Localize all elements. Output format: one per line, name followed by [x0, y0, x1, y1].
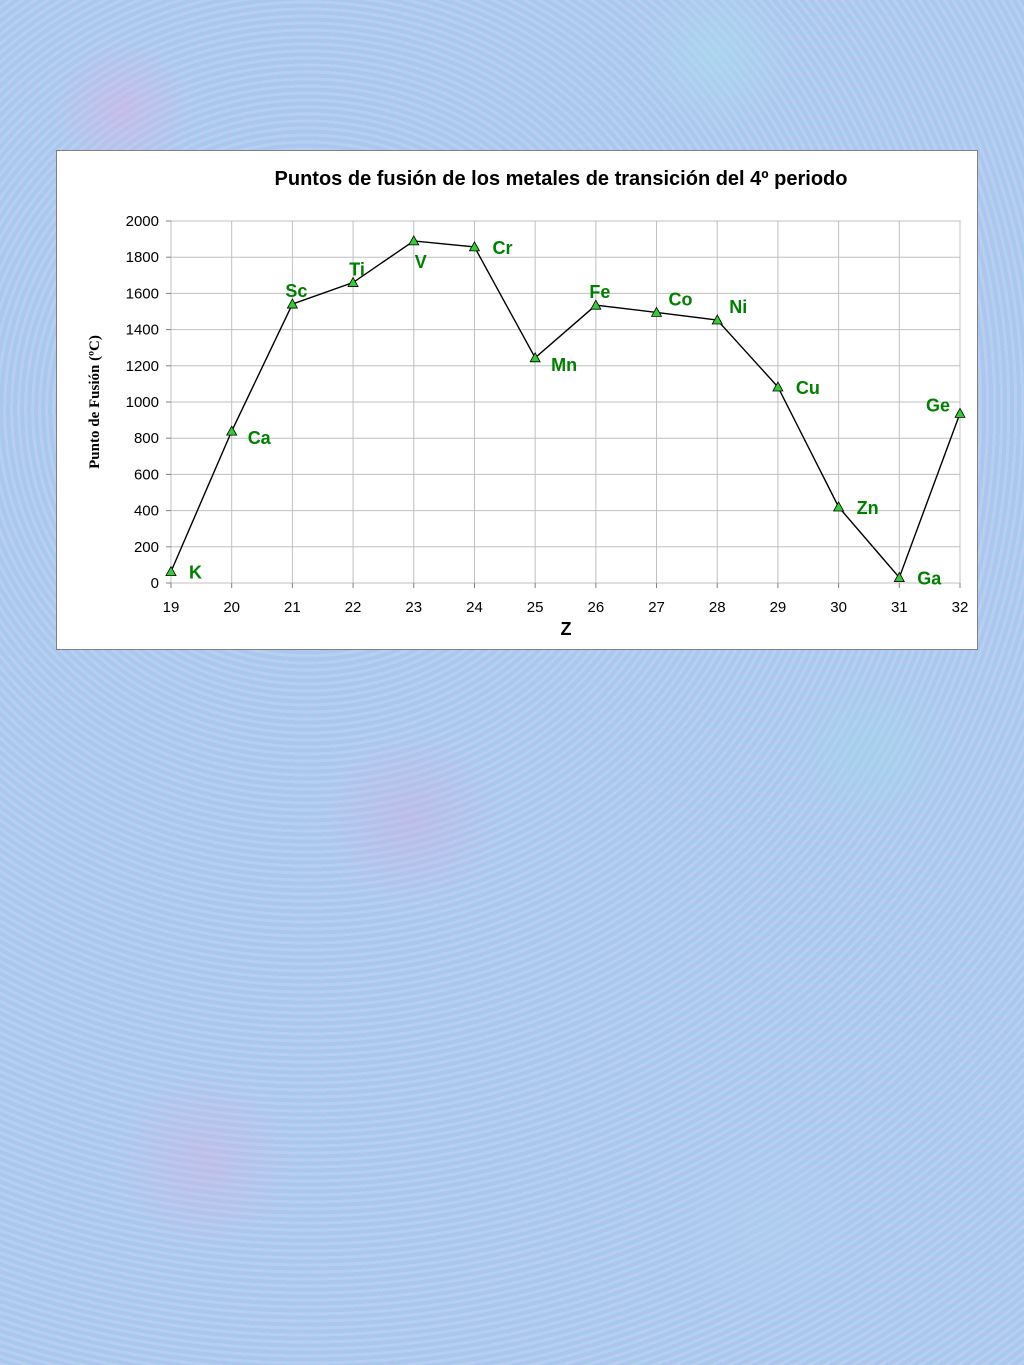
data-point-marker: [165, 565, 177, 576]
element-label-v: V: [415, 252, 427, 272]
melting-point-chart: Puntos de fusión de los metales de trans…: [87, 168, 969, 639]
x-tick-label: 21: [284, 599, 301, 616]
element-labels: K Ca Sc Ti V Cr Mn Fe Co Ni Cu Zn Ga Ge: [189, 238, 950, 589]
x-tick-label: 31: [891, 599, 908, 616]
data-point-marker: [893, 571, 905, 582]
melting-point-line: [170, 240, 961, 579]
x-tick-label: 25: [527, 599, 544, 616]
element-label-fe: Fe: [589, 282, 610, 302]
data-point-marker: [832, 501, 845, 512]
data-point-marker: [468, 241, 481, 252]
y-tick-label: 1000: [126, 394, 159, 411]
data-point-marker: [226, 425, 238, 436]
axis-ticks: 0 200 400 600 800 1000 1200 1400 1600 1800 2000 19 2…: [126, 213, 969, 616]
data-markers: [165, 235, 966, 582]
element-label-sc: Sc: [285, 281, 307, 301]
y-tick-label: 800: [134, 430, 159, 447]
y-tick-label: 1200: [126, 358, 159, 375]
chart-frame: Puntos de fusión de los metales de trans…: [56, 150, 978, 650]
element-label-ca: Ca: [248, 428, 272, 448]
y-tick-label: 2000: [126, 213, 159, 230]
y-axis-title: Punto de Fusión (ºC): [87, 335, 103, 469]
x-tick-label: 19: [163, 599, 180, 616]
y-tick-label: 1400: [126, 322, 159, 339]
data-point-marker: [650, 306, 663, 317]
element-label-cr: Cr: [492, 238, 512, 258]
element-label-ti: Ti: [349, 260, 365, 280]
x-tick-label: 22: [345, 599, 362, 616]
element-label-ga: Ga: [917, 569, 942, 589]
data-point-marker: [408, 235, 420, 246]
y-tick-label: 1600: [126, 285, 159, 302]
data-point-marker: [772, 381, 784, 392]
x-tick-label: 30: [830, 599, 847, 616]
element-label-cu: Cu: [796, 378, 820, 398]
y-tick-label: 200: [134, 539, 159, 556]
element-label-zn: Zn: [857, 498, 879, 518]
y-tick-label: 400: [134, 503, 159, 520]
x-axis-title: Z: [561, 619, 572, 639]
data-point-marker: [590, 299, 602, 310]
x-tick-label: 29: [770, 599, 787, 616]
element-label-co: Co: [669, 289, 693, 309]
element-label-mn: Mn: [551, 355, 577, 375]
y-tick-label: 0: [151, 575, 159, 592]
chart-title: Puntos de fusión de los metales de trans…: [275, 168, 848, 190]
element-label-ni: Ni: [729, 297, 747, 317]
x-tick-label: 28: [709, 599, 726, 616]
data-point-marker: [347, 276, 359, 287]
data-point-marker: [954, 407, 966, 418]
y-tick-label: 1800: [126, 249, 159, 266]
series-line: [170, 240, 961, 579]
x-tick-label: 32: [952, 599, 969, 616]
element-label-ge: Ge: [926, 395, 950, 415]
element-label-k: K: [189, 563, 202, 583]
x-tick-label: 27: [648, 599, 665, 616]
data-point-marker: [711, 314, 723, 325]
x-tick-label: 20: [223, 599, 240, 616]
x-tick-label: 23: [405, 599, 422, 616]
data-point-marker: [286, 298, 299, 309]
data-point-marker: [529, 352, 541, 363]
y-tick-label: 600: [134, 466, 159, 483]
gridlines: [170, 220, 961, 584]
x-tick-label: 24: [466, 599, 483, 616]
x-tick-label: 26: [588, 599, 605, 616]
